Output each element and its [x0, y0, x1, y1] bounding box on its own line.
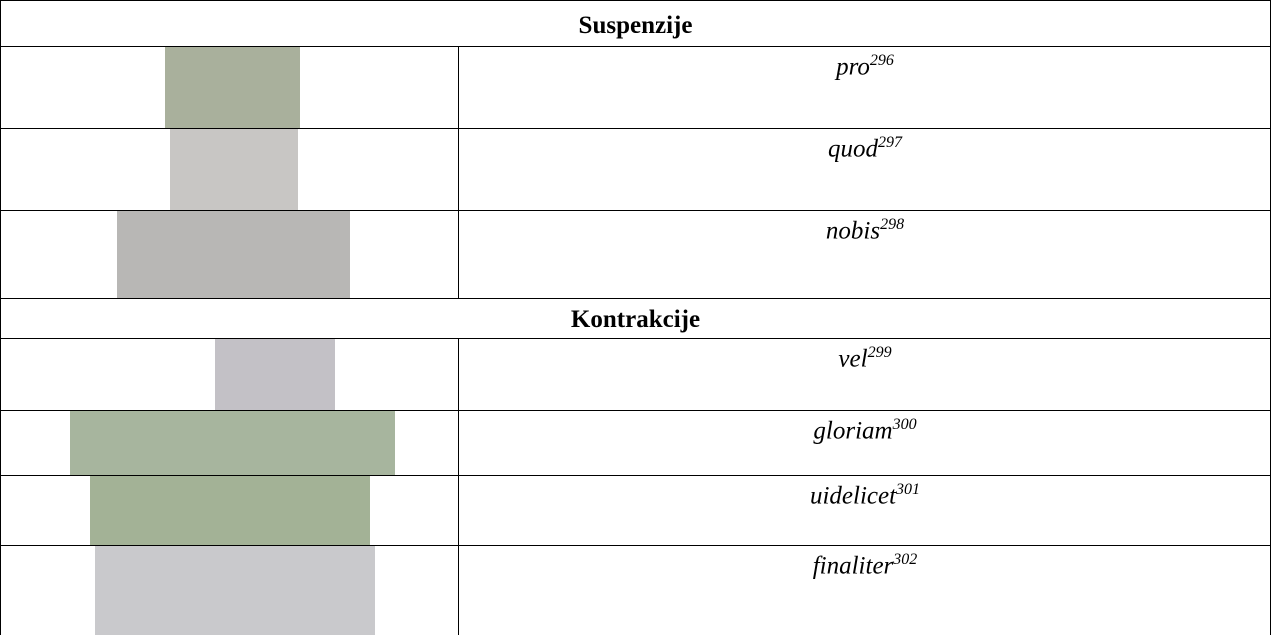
- manuscript-image: [170, 129, 298, 210]
- manuscript-image: [95, 546, 375, 635]
- manuscript-image: [165, 47, 300, 128]
- rule: [0, 46, 1271, 47]
- term: finaliter302: [812, 551, 918, 580]
- rule: [458, 338, 459, 635]
- term: uidelicet301: [809, 481, 921, 510]
- rule: [0, 338, 1271, 339]
- rule: [458, 46, 459, 298]
- term: gloriam300: [813, 416, 917, 445]
- manuscript-image: [215, 339, 335, 410]
- term: quod297: [828, 134, 902, 163]
- rule: [0, 128, 1271, 129]
- rule: [0, 410, 1271, 411]
- rule: [0, 0, 1, 635]
- rule: [0, 475, 1271, 476]
- rule: [0, 298, 1271, 299]
- manuscript-image: [90, 476, 370, 545]
- manuscript-image: [70, 411, 395, 475]
- section-heading: Suspenzije: [578, 12, 693, 39]
- rule: [0, 0, 1271, 1]
- rule: [0, 210, 1271, 211]
- term: pro296: [836, 52, 894, 81]
- term: nobis298: [825, 216, 905, 245]
- term: vel299: [838, 344, 892, 373]
- manuscript-image: [117, 211, 350, 298]
- section-heading: Kontrakcije: [570, 306, 701, 333]
- rule: [0, 545, 1271, 546]
